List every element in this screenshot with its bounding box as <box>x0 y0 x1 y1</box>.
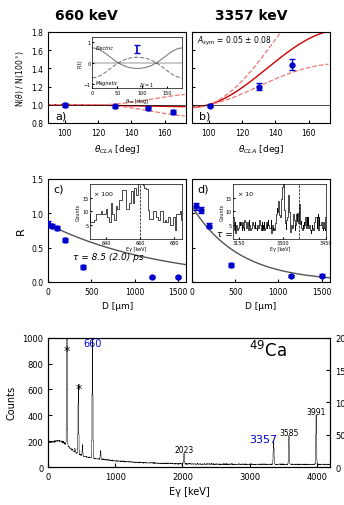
Text: 3991: 3991 <box>307 407 326 416</box>
Text: *: * <box>64 344 70 357</box>
Text: τ = 3.5 (1.2) ps: τ = 3.5 (1.2) ps <box>217 229 288 238</box>
Y-axis label: N($\theta$) / N(100$^\circ$): N($\theta$) / N(100$^\circ$) <box>14 50 26 107</box>
Text: d): d) <box>197 184 209 194</box>
X-axis label: D [μm]: D [μm] <box>246 301 277 311</box>
Text: 2023: 2023 <box>174 445 194 455</box>
Text: 3357 keV: 3357 keV <box>215 9 287 23</box>
X-axis label: $\theta_{CLA}$ [deg]: $\theta_{CLA}$ [deg] <box>238 143 284 156</box>
Text: 3357: 3357 <box>249 435 277 444</box>
Text: a): a) <box>55 111 66 121</box>
Text: 660 keV: 660 keV <box>55 9 117 23</box>
Text: $A_{sym}$ = 0.05 $\pm$ 0.08: $A_{sym}$ = 0.05 $\pm$ 0.08 <box>197 35 272 48</box>
Text: c): c) <box>54 184 64 194</box>
Text: *: * <box>75 383 82 395</box>
Text: $^{49}$Ca: $^{49}$Ca <box>249 340 287 360</box>
Text: τ = 8.5 (2.0) ps: τ = 8.5 (2.0) ps <box>73 252 144 262</box>
X-axis label: D [μm]: D [μm] <box>102 301 133 311</box>
X-axis label: $\theta_{CLA}$ [deg]: $\theta_{CLA}$ [deg] <box>94 143 140 156</box>
X-axis label: Eγ [keV]: Eγ [keV] <box>169 486 209 496</box>
Text: b): b) <box>199 111 210 121</box>
Text: 3585: 3585 <box>279 428 299 437</box>
Y-axis label: R: R <box>15 227 25 235</box>
Text: 660: 660 <box>83 338 102 348</box>
Y-axis label: Counts: Counts <box>7 386 17 420</box>
